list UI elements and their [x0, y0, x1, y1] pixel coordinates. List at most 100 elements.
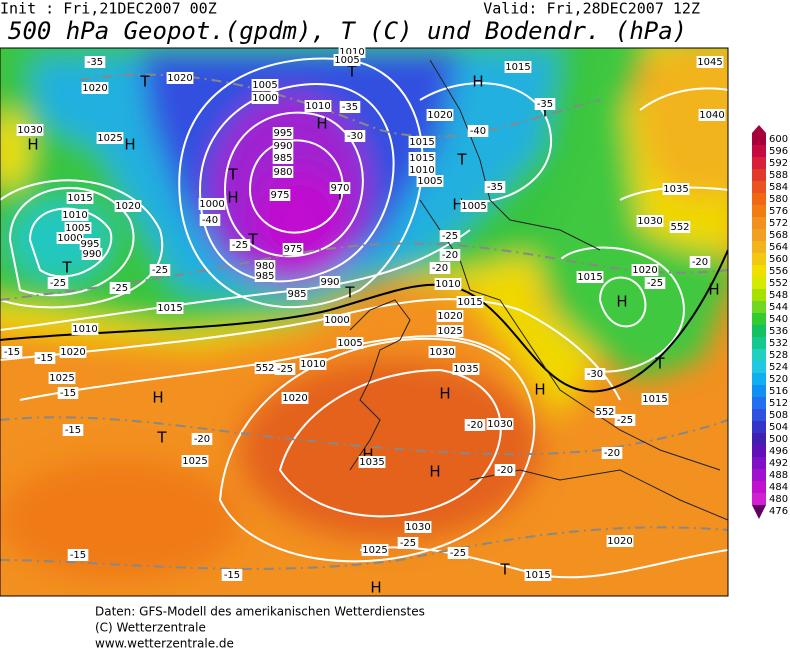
label-bg [333, 54, 361, 66]
contour-label: -35 [87, 57, 103, 68]
colorbar-label: 540 [769, 314, 788, 325]
contour-label: 1025 [437, 326, 462, 337]
label-bg [428, 346, 456, 358]
label-bg [408, 152, 436, 164]
contour-label: -40 [202, 215, 218, 226]
label-bg [254, 362, 276, 374]
colorbar-label: 576 [769, 206, 788, 217]
contour-label: -35 [342, 102, 358, 113]
colorbar-cell [752, 277, 766, 289]
colorbar-label: 596 [769, 146, 788, 157]
colorbar-label: 552 [769, 278, 788, 289]
pressure-center: H [534, 381, 545, 399]
pressure-center: T [346, 63, 357, 81]
colorbar-label: 516 [769, 386, 788, 397]
contour-label: -15 [224, 570, 240, 581]
colorbar-cell [752, 325, 766, 337]
contour-label: 1030 [487, 419, 512, 430]
colorbar-arrow-bottom [752, 505, 766, 519]
contour-label: 1025 [49, 373, 74, 384]
colorbar-cell [752, 373, 766, 385]
pressure-center: T [654, 355, 665, 373]
label-bg [439, 249, 461, 261]
contour-label: 1035 [663, 184, 688, 195]
colorbar-cell [752, 145, 766, 157]
pressure-center: T [139, 73, 150, 91]
contour-label: 1020 [437, 311, 462, 322]
label-bg [601, 447, 623, 459]
colorbar-label: 544 [769, 302, 788, 313]
label-bg [467, 125, 489, 137]
contour-label: -20 [692, 257, 708, 268]
label-bg [251, 79, 279, 91]
label-bg [81, 248, 103, 260]
contour-label: 1025 [97, 133, 122, 144]
contour-label: 1005 [337, 338, 362, 349]
label-bg [199, 214, 221, 226]
colorbar-label: 532 [769, 338, 788, 349]
contour-label: 1010 [409, 165, 434, 176]
label-bg [84, 56, 106, 68]
colorbar-label: 488 [769, 470, 788, 481]
colorbar-cell [752, 265, 766, 277]
label-bg [408, 164, 436, 176]
label-bg [66, 192, 94, 204]
pressure-center: T [539, 103, 550, 121]
label-bg [299, 358, 327, 370]
colorbar-cell [752, 493, 766, 505]
label-bg [460, 200, 488, 212]
label-bg [361, 544, 389, 556]
label-bg [79, 238, 101, 250]
label-bg [323, 314, 351, 326]
contour-label: -25 [617, 415, 633, 426]
footer-copyright: (C) Wetterzentrale [95, 621, 206, 635]
pressure-center: T [61, 259, 72, 277]
colorbar-label: 588 [769, 170, 788, 181]
colorbar-label: 512 [769, 398, 788, 409]
colorbar-label: 564 [769, 242, 788, 253]
map-field [0, 48, 728, 596]
contour-label: 1010 [305, 101, 330, 112]
label-bg [34, 352, 56, 364]
label-bg [636, 215, 664, 227]
contour-label: 552 [595, 407, 614, 418]
label-bg [304, 100, 332, 112]
colorbar-cell [752, 229, 766, 241]
contour-label: 1020 [282, 393, 307, 404]
label-bg [47, 277, 69, 289]
colorbar-label: 528 [769, 350, 788, 361]
contour-label: 990 [320, 277, 339, 288]
pressure-center: H [27, 136, 38, 154]
contour-label: -35 [537, 99, 553, 110]
map-title: 500 hPa Geopot.(gpdm), T (C) und Bodendr… [8, 17, 687, 45]
contour-label: 1020 [427, 110, 452, 121]
contour-label: 1010 [72, 324, 97, 335]
contour-label: -25 [647, 278, 663, 289]
colorbar-label: 508 [769, 410, 788, 421]
contour-label: -20 [442, 250, 458, 261]
contour-label: 990 [82, 249, 101, 260]
contour-label: 1015 [642, 394, 667, 405]
pressure-center: T [247, 231, 258, 249]
label-bg [286, 288, 308, 300]
contour-label: -25 [450, 548, 466, 559]
contour-label: 1030 [17, 125, 42, 136]
contour-label: 975 [283, 244, 302, 255]
init-time: Init : Fri,21DEC2007 00Z [0, 0, 217, 18]
colorbar-cell [752, 253, 766, 265]
contour-label: -20 [497, 465, 513, 476]
pressure-center: T [227, 166, 238, 184]
label-bg [71, 323, 99, 335]
label-bg [61, 209, 89, 221]
colorbar-cell [752, 181, 766, 193]
contour-label: -25 [50, 278, 66, 289]
contour-label: 1000 [199, 199, 224, 210]
colorbar-label: 504 [769, 422, 788, 433]
contour-label: 1020 [82, 83, 107, 94]
contour-label: 1020 [167, 73, 192, 84]
contour-label: -40 [470, 126, 486, 137]
label-bg [594, 406, 616, 418]
colorbar-label: 536 [769, 326, 788, 337]
contour-label: 1020 [632, 265, 657, 276]
label-bg [156, 302, 184, 314]
